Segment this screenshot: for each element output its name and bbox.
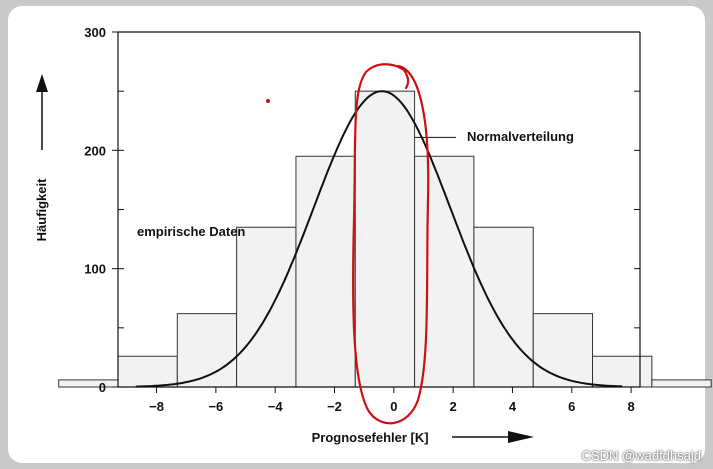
x-tick-label: −8 xyxy=(149,399,164,414)
labels-layer: 0 100 200 300 −8 −6 −4 −2 0 2 4 6 8 Prognosefehler [K… xyxy=(34,25,635,445)
axes-layer xyxy=(36,31,641,443)
y-tick-label: 0 xyxy=(99,380,106,395)
red-dot-mark xyxy=(266,99,270,103)
bars-layer xyxy=(58,90,712,388)
x-tick-label: 4 xyxy=(509,399,517,414)
x-tick-label: 0 xyxy=(390,399,397,414)
histogram-bar xyxy=(651,379,712,388)
histogram-bar xyxy=(532,313,594,388)
y-tick-label: 300 xyxy=(84,25,106,40)
red-handwritten-ellipse xyxy=(352,63,430,425)
normal-curve xyxy=(135,90,623,388)
x-tick-label: −2 xyxy=(327,399,342,414)
handwritten-mark-layer xyxy=(266,63,430,425)
x-axis-label: Prognosefehler [K] xyxy=(312,430,429,445)
empirical-data-annotation: empirische Daten xyxy=(137,224,245,239)
normal-curve-annotation: Normalverteilung xyxy=(467,129,574,144)
x-tick-label: 6 xyxy=(568,399,575,414)
watermark: CSDN @wadfdhsajd xyxy=(581,448,701,463)
histogram-bar xyxy=(295,155,356,388)
histogram-bar xyxy=(117,355,178,388)
x-tick-label: 8 xyxy=(627,399,634,414)
y-tick-label: 100 xyxy=(84,262,106,277)
normal-curve-layer xyxy=(135,90,623,388)
x-tick-label: −6 xyxy=(208,399,223,414)
x-tick-label: 2 xyxy=(450,399,457,414)
y-tick-label: 200 xyxy=(84,143,106,158)
histogram-bar xyxy=(58,379,119,388)
histogram-bar xyxy=(176,313,238,388)
histogram-bar xyxy=(236,226,297,388)
histogram-bar xyxy=(592,355,653,388)
y-arrow-head xyxy=(36,74,48,92)
histogram-bar xyxy=(473,226,534,388)
y-axis-label: Häufigkeit xyxy=(34,178,49,242)
x-tick-label: −4 xyxy=(268,399,284,414)
x-arrow-head xyxy=(508,431,534,443)
histogram-bar xyxy=(354,90,416,388)
